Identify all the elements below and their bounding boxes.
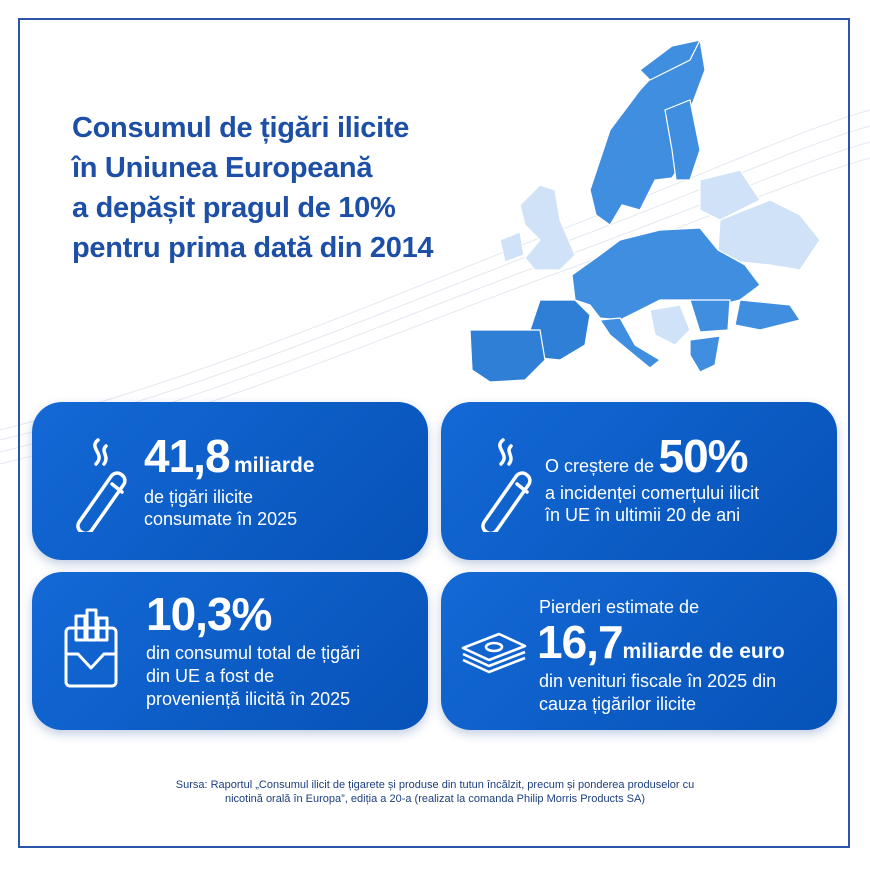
stat-text: cauza țigărilor ilicite: [539, 694, 697, 714]
stat-text: în UE în ultimii 20 de ani: [545, 505, 741, 525]
stat-value: 50%: [658, 430, 749, 482]
title: Consumul de țigări ilicite în Uniunea Eu…: [72, 108, 434, 268]
stat-unit: miliarde: [233, 454, 315, 477]
title-line: a depășit pragul de 10%: [72, 192, 396, 224]
stat-text: din venituri fiscale în 2025 din: [539, 671, 777, 691]
stat-lead: Pierderi estimate de: [539, 597, 700, 617]
cigarette-pack-icon: [64, 608, 118, 688]
stat-text: consumate în 2025: [144, 509, 298, 529]
title-line: pentru prima dată din 2014: [72, 232, 434, 264]
europe-map: [469, 39, 821, 383]
stat-headline: O creștere de 50%: [545, 430, 749, 482]
stat-card: O creștere de 50% a incidenței comerțulu…: [441, 402, 837, 560]
stat-card: Pierderi estimate de 16,7miliarde de eur…: [441, 572, 837, 730]
money-icon: [461, 632, 527, 674]
stat-text: din UE a fost de: [146, 666, 275, 686]
stat-text: din consumul total de țigări: [146, 643, 361, 663]
stat-value: 41,8: [144, 430, 231, 482]
source-note: Sursa: Raportul „Consumul ilicit de țiga…: [0, 778, 870, 806]
stat-card: 41,8 miliarde de țigări ilicite consumat…: [32, 402, 428, 560]
frame: [18, 18, 850, 848]
stat-card: 10,3% din consumul total de țigări din U…: [32, 572, 428, 730]
source-line: nicotină orală în Europa”, ediția a 20-a…: [224, 793, 646, 805]
source-line: Sursa: Raportul „Consumul ilicit de țiga…: [175, 779, 695, 791]
title-line: în Uniunea Europeană: [72, 152, 373, 184]
stat-text: a incidenței comerțului ilicit: [545, 483, 760, 503]
stat-headline: 41,8 miliarde: [144, 432, 315, 480]
stat-text: de țigări ilicite: [144, 487, 254, 507]
cigarette-icon: [76, 438, 127, 532]
cigarette-icon: [481, 438, 532, 532]
stat-unit: miliarde de euro: [622, 640, 785, 663]
stat-value: 10,3%: [146, 588, 272, 640]
stat-text: proveniență ilicită în 2025: [146, 689, 351, 709]
stat-headline: 16,7miliarde de euro: [537, 618, 785, 666]
stat-lead: O creștere de: [545, 456, 655, 476]
stat-value: 16,7: [537, 616, 624, 668]
title-line: Consumul de țigări ilicite: [72, 112, 410, 144]
